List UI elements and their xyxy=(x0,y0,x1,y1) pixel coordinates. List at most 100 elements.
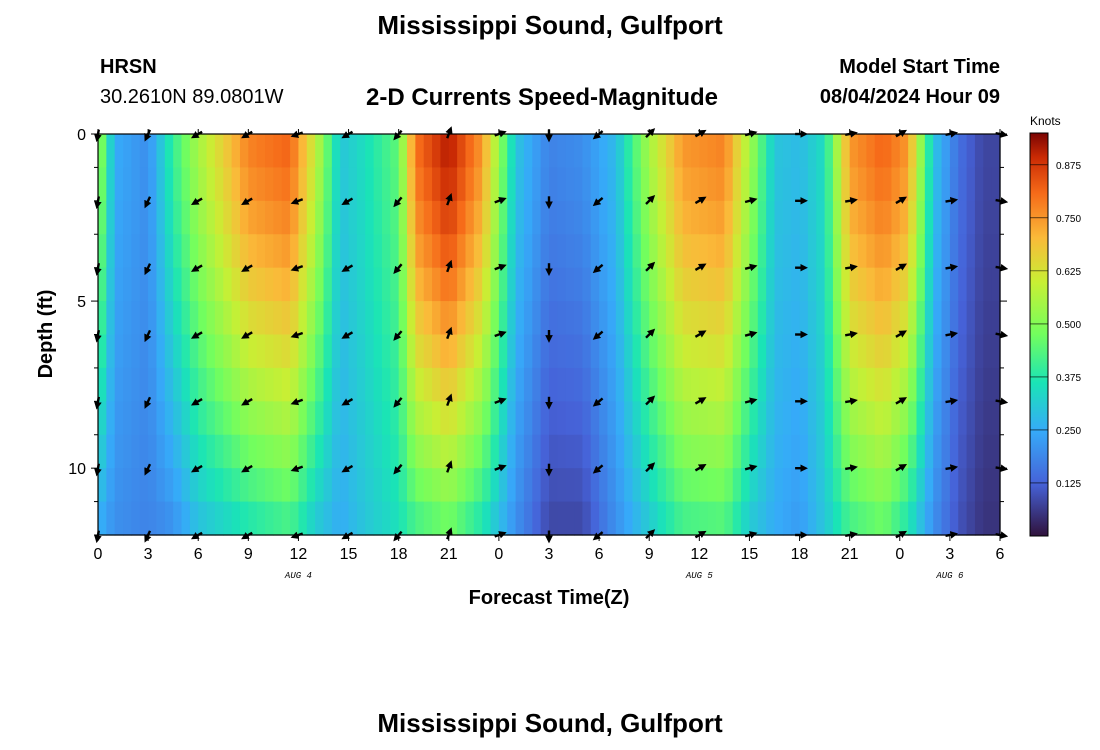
heatmap-cell xyxy=(774,234,784,269)
heatmap-cell xyxy=(114,267,124,302)
heatmap-cell xyxy=(949,367,959,402)
heatmap-cell xyxy=(799,134,809,169)
heatmap-cell xyxy=(106,267,116,302)
heatmap-cell xyxy=(198,301,208,336)
y-tick-label: 10 xyxy=(68,461,86,478)
heatmap-cell xyxy=(164,501,174,536)
heatmap-cell xyxy=(766,200,776,235)
heatmap-cell xyxy=(98,501,107,536)
heatmap-cell xyxy=(549,367,558,402)
heatmap-cell xyxy=(448,468,458,503)
heatmap-cell xyxy=(924,401,934,436)
heatmap-cell xyxy=(599,334,609,369)
heatmap-cell xyxy=(657,301,667,336)
heatmap-cell xyxy=(665,367,675,402)
heatmap-cell xyxy=(966,334,976,369)
heatmap-cell xyxy=(498,301,508,336)
heatmap-cell xyxy=(682,501,692,536)
heatmap-cell xyxy=(448,434,458,469)
heatmap-cell xyxy=(665,468,675,503)
heatmap-cell xyxy=(832,301,842,336)
heatmap-cell xyxy=(239,401,249,436)
heatmap-cell xyxy=(858,167,867,202)
heatmap-cell xyxy=(590,134,600,169)
heatmap-cell xyxy=(214,267,224,302)
heatmap-cell xyxy=(173,434,183,469)
heatmap-cell xyxy=(331,301,341,336)
heatmap-cell xyxy=(958,367,968,402)
heatmap-cell xyxy=(231,200,241,235)
heatmap-cell xyxy=(498,334,508,369)
colorbar-tick-label: 0.875 xyxy=(1056,161,1081,172)
heatmap-cell xyxy=(248,367,258,402)
heatmap-cell xyxy=(557,501,567,536)
heatmap-cell xyxy=(448,367,458,402)
heatmap-cell xyxy=(423,501,433,536)
heatmap-cell xyxy=(707,401,717,436)
heatmap-cell xyxy=(248,301,258,336)
page-title: Mississippi Sound, Gulfport xyxy=(377,10,723,40)
heatmap-cell xyxy=(732,367,742,402)
heatmap-cell xyxy=(214,501,224,536)
heatmap-cell xyxy=(791,468,801,503)
heatmap-cell xyxy=(674,134,684,169)
heatmap-cell xyxy=(189,267,199,302)
heatmap-cell xyxy=(958,134,968,169)
current-arrow xyxy=(190,331,203,339)
heatmap-cell xyxy=(724,434,734,469)
heatmap-cell xyxy=(356,434,366,469)
heatmap-cell xyxy=(849,301,859,336)
heatmap-cell xyxy=(106,468,116,503)
heatmap-cell xyxy=(866,401,876,436)
heatmap-cell xyxy=(699,334,709,369)
heatmap-cell xyxy=(440,167,450,202)
heatmap-cell xyxy=(716,468,725,503)
heatmap-cell xyxy=(707,334,717,369)
heatmap-cell xyxy=(448,334,458,369)
heatmap-cell xyxy=(899,234,909,269)
heatmap-cell xyxy=(807,167,817,202)
heatmap-cell xyxy=(123,468,133,503)
heatmap-cell xyxy=(189,401,199,436)
heatmap-cell xyxy=(732,267,742,302)
heatmap-cell xyxy=(565,501,575,536)
heatmap-cell xyxy=(816,301,826,336)
current-arrow xyxy=(494,263,507,272)
heatmap-cell xyxy=(841,468,851,503)
x-tick-label: 0 xyxy=(895,546,904,563)
heatmap-cell xyxy=(273,301,283,336)
heatmap-cell xyxy=(707,501,717,536)
heatmap-cell xyxy=(824,200,834,235)
heatmap-cell xyxy=(482,501,492,536)
heatmap-cell xyxy=(356,367,366,402)
heatmap-cell xyxy=(432,234,442,269)
heatmap-cell xyxy=(874,501,884,536)
heatmap-cell xyxy=(373,401,383,436)
heatmap-cell xyxy=(365,301,375,336)
heatmap-cell xyxy=(983,401,993,436)
heatmap-cell xyxy=(741,267,751,302)
heatmap-cell xyxy=(248,401,258,436)
heatmap-cell xyxy=(766,167,776,202)
heatmap-cell xyxy=(757,267,767,302)
heatmap-cell xyxy=(440,434,450,469)
current-arrow xyxy=(290,464,304,472)
heatmap-cell xyxy=(724,134,734,169)
heatmap-cell xyxy=(490,434,500,469)
heatmap-cell xyxy=(766,434,776,469)
heatmap-cell xyxy=(173,501,183,536)
heatmap-cell xyxy=(782,267,792,302)
heatmap-cell xyxy=(248,167,258,202)
heatmap-cell xyxy=(98,334,107,369)
heatmap-cell xyxy=(883,401,893,436)
heatmap-cell xyxy=(974,334,984,369)
heatmap-cell xyxy=(407,134,416,169)
heatmap-cell xyxy=(607,234,617,269)
heatmap-cell xyxy=(665,134,675,169)
heatmap-cell xyxy=(707,301,717,336)
heatmap-cell xyxy=(340,200,350,235)
current-arrow xyxy=(445,393,453,407)
heatmap-cell xyxy=(315,434,325,469)
heatmap-cell xyxy=(749,234,759,269)
heatmap-cell xyxy=(924,334,934,369)
